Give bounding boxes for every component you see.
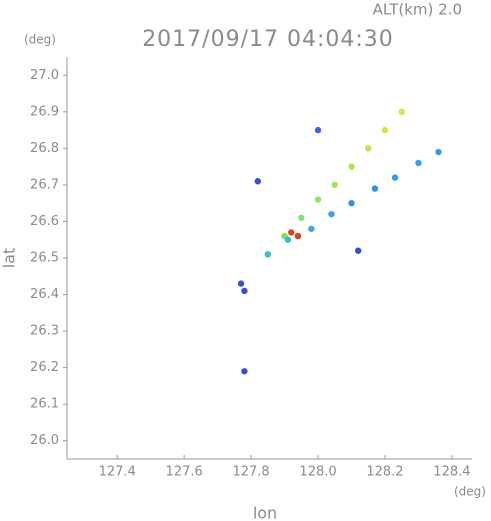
echo-point — [314, 126, 322, 134]
echo-point — [348, 163, 355, 170]
y-tick-label: 26.3 — [30, 324, 59, 339]
y-tick-label: 26.5 — [30, 251, 59, 266]
echo-point — [237, 280, 245, 287]
echo-point — [314, 196, 322, 203]
y-tick-label: 26.7 — [30, 177, 59, 192]
echo-point — [288, 229, 295, 236]
echo-point — [354, 247, 362, 254]
echo-point — [264, 251, 272, 258]
y-tick-label: 26.4 — [30, 287, 59, 302]
chart-title: 2017/09/17 04:04:30 — [142, 27, 394, 52]
x-tick-label: 127.8 — [232, 465, 269, 480]
echo-point — [308, 225, 315, 232]
echo-point — [415, 159, 422, 167]
y-tick-label: 26.2 — [30, 360, 59, 375]
y-tick-label: 26.9 — [30, 104, 59, 119]
x-axis-label: lon — [253, 504, 277, 521]
echo-point — [328, 210, 335, 218]
echo-point — [398, 108, 405, 116]
echo-point — [331, 181, 338, 189]
y-tick-label: 26.1 — [30, 397, 59, 412]
echo-point — [435, 148, 442, 156]
x-tick-label: 128.0 — [299, 465, 336, 480]
x-tick-label: 127.6 — [166, 465, 203, 480]
chart-subtitle: ALT(km) 2.0 — [373, 1, 462, 19]
echo-point — [381, 126, 389, 134]
y-tick-label: 26.0 — [30, 433, 59, 448]
y-tick-label: 26.6 — [30, 214, 59, 229]
x-unit: (deg) — [454, 485, 486, 499]
x-tick-label: 128.4 — [433, 465, 470, 480]
echo-point — [241, 368, 248, 375]
y-tick-label: 27.0 — [30, 68, 59, 83]
echo-point — [284, 236, 292, 243]
echo-point — [241, 287, 248, 295]
echo-point — [365, 145, 372, 152]
x-tick-label: 127.4 — [99, 465, 136, 480]
echo-point — [254, 178, 261, 185]
y-unit: (deg) — [24, 33, 56, 47]
echo-point — [298, 214, 305, 221]
echo-point — [391, 174, 399, 181]
echo-point — [348, 199, 355, 207]
echo-point — [294, 232, 302, 240]
x-tick-label: 128.2 — [366, 465, 403, 480]
y-axis-label: lat — [0, 248, 19, 269]
echo-point — [371, 185, 379, 192]
y-tick-label: 26.8 — [30, 141, 59, 156]
